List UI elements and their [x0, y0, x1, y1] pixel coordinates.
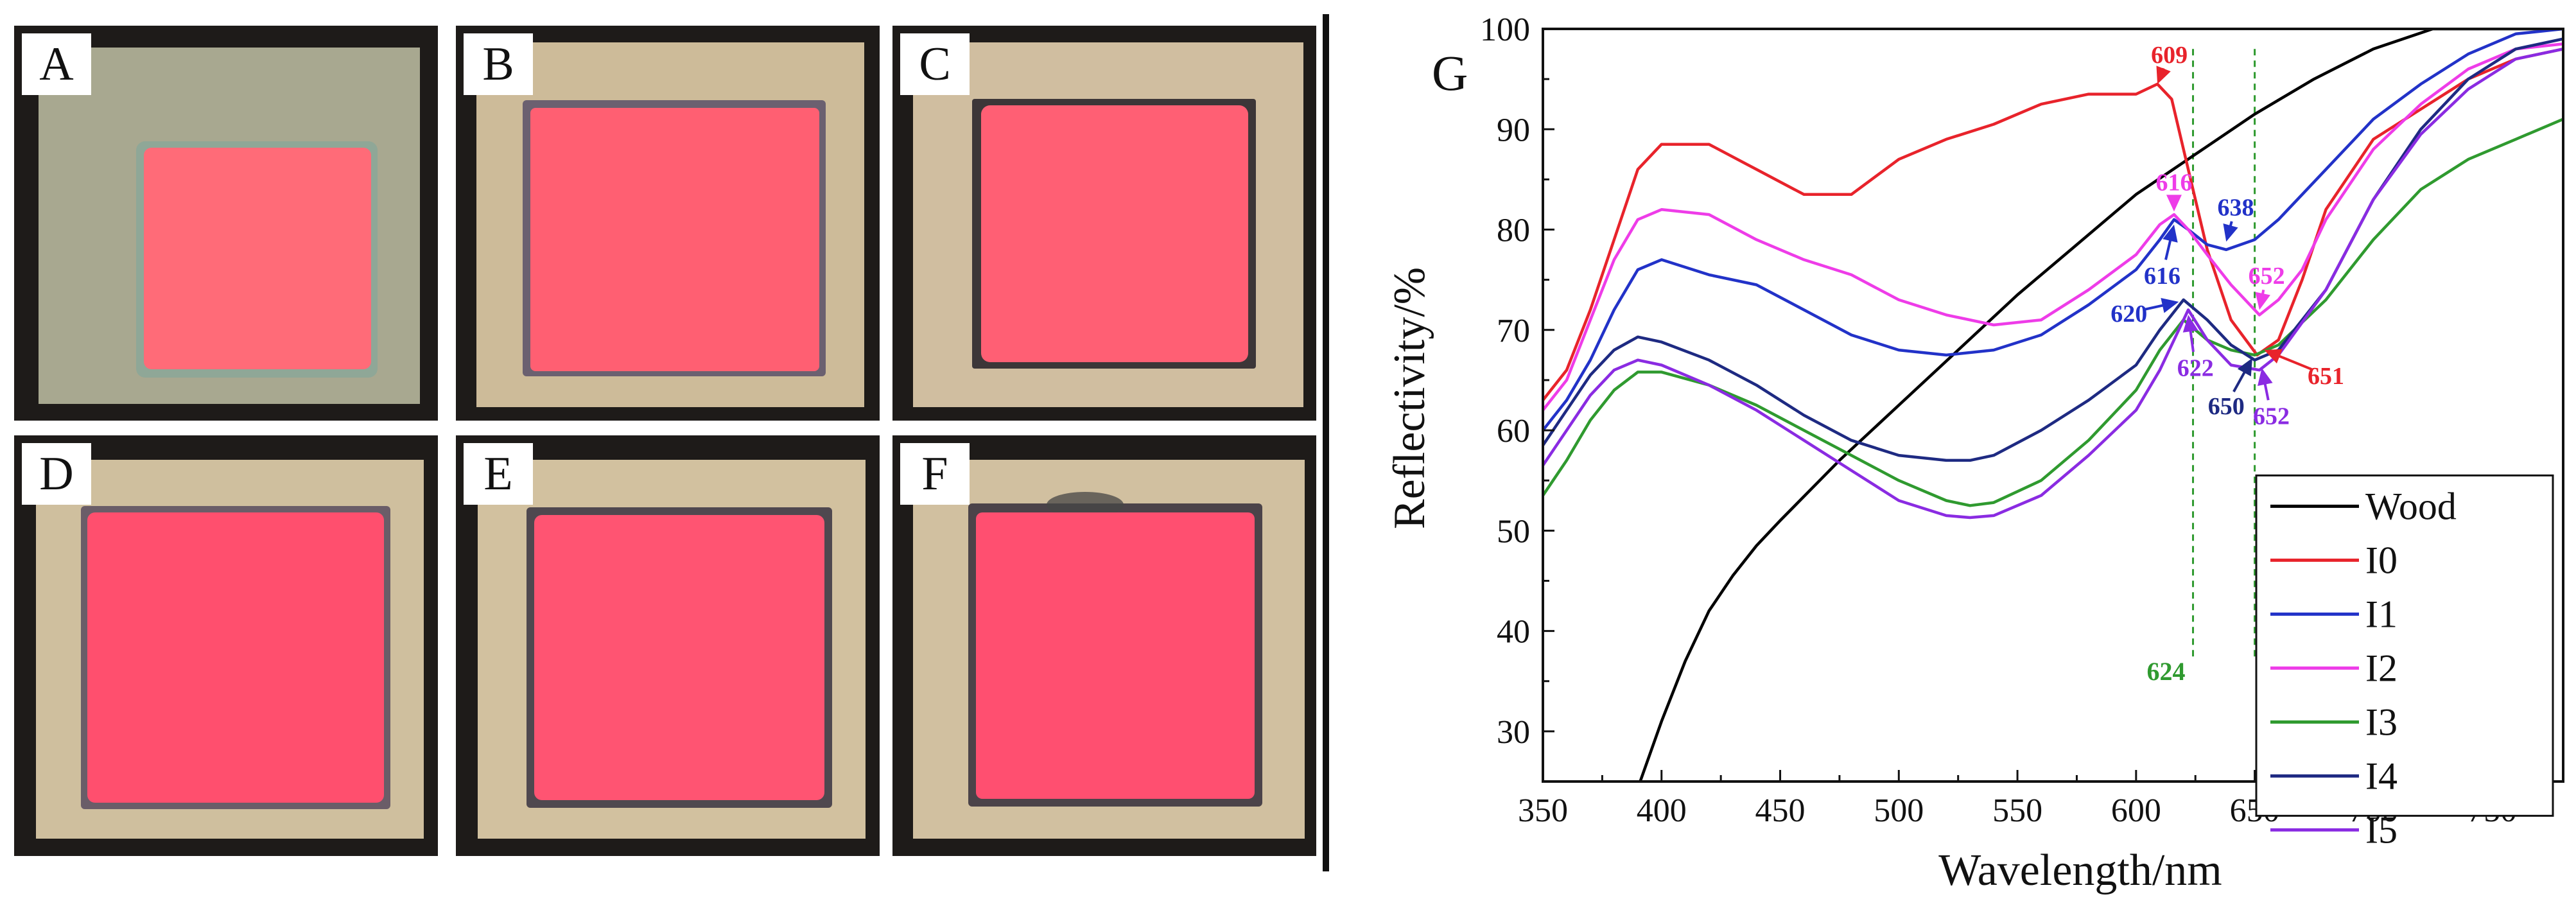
- panel-label-e: E: [464, 443, 533, 505]
- panel-label-b: B: [464, 33, 533, 95]
- legend-label-i2: I2: [2365, 647, 2398, 689]
- coating-square: [87, 512, 384, 803]
- y-tick-label: 100: [1480, 12, 1530, 48]
- x-tick-label: 550: [1992, 792, 2042, 829]
- plot-frame: [1542, 28, 2564, 783]
- legend-box: [2255, 474, 2554, 817]
- panel-label-c: C: [900, 33, 970, 95]
- annotation-arrowhead: [2166, 195, 2182, 212]
- y-axis-label: Reflectivity/%: [1385, 267, 1434, 529]
- reference-label-624: 624: [2147, 657, 2186, 686]
- legend-label-i4: I4: [2365, 755, 2398, 797]
- annotation-arrowhead: [2161, 297, 2179, 313]
- photo-panel-a: A: [14, 26, 438, 421]
- series-line-i2: [1543, 42, 2563, 412]
- coating-square: [976, 512, 1255, 799]
- y-tick-label: 80: [1497, 213, 1530, 249]
- annotation-arrowhead: [2223, 223, 2238, 242]
- y-tick-label: 40: [1497, 614, 1530, 651]
- annotation-label: 650: [2208, 393, 2245, 420]
- photo-panel-c: C: [892, 26, 1316, 421]
- legend-label-i5: I5: [2365, 808, 2398, 851]
- annotation-arrowhead: [2182, 315, 2198, 333]
- annotation-label: 652: [2249, 263, 2285, 290]
- coating-square: [530, 108, 819, 371]
- annotation-arrowhead: [2258, 368, 2273, 387]
- annotation-label: 616: [2144, 263, 2180, 290]
- annotation-label: 652: [2253, 403, 2290, 430]
- legend-label-i1: I1: [2365, 593, 2398, 635]
- coating-square: [144, 148, 371, 369]
- x-tick-label: 600: [2111, 792, 2161, 829]
- x-tick-label: 500: [1874, 792, 1924, 829]
- annotation-arrowhead: [2163, 224, 2178, 243]
- annotation-arrowhead: [2255, 292, 2270, 310]
- panel-label-f: F: [900, 443, 970, 505]
- x-tick-label: 450: [1755, 792, 1806, 829]
- annotation-label: 638: [2218, 195, 2254, 222]
- legend-label-wood: Wood: [2365, 485, 2457, 527]
- x-tick-label: 350: [1518, 792, 1568, 829]
- panel-divider: [1323, 14, 1329, 871]
- x-tick-label: 400: [1637, 792, 1687, 829]
- legend: Wood I0 I1 I2 I3 I4 I5: [2255, 474, 2554, 851]
- x-axis-label: Wavelength/nm: [1938, 846, 2222, 895]
- series-line-i1: [1543, 29, 2563, 432]
- photo-panel-b: B: [456, 26, 880, 421]
- panel-label-d: D: [22, 443, 91, 505]
- annotation-label: 622: [2177, 355, 2214, 382]
- coating-square: [534, 515, 824, 800]
- annotation-label: 616: [2155, 170, 2192, 197]
- annotation-label: 609: [2151, 42, 2188, 69]
- y-tick-label: 30: [1497, 714, 1530, 751]
- annotation-arrowhead: [2237, 358, 2252, 377]
- reflectivity-chart: G 624650 3504004505005506006507007503040…: [1385, 12, 2564, 895]
- panel-label-g: G: [1432, 45, 1468, 101]
- coating-square: [981, 105, 1248, 362]
- annotation-label: 620: [2110, 301, 2147, 328]
- panel-label-a: A: [22, 33, 91, 95]
- y-tick-label: 70: [1497, 313, 1530, 349]
- photo-panel-f: F: [892, 435, 1316, 856]
- series-line-i3: [1543, 118, 2563, 507]
- y-tick-label: 50: [1497, 513, 1530, 550]
- y-tick-label: 90: [1497, 112, 1530, 148]
- y-tick-label: 60: [1497, 413, 1530, 450]
- annotation-label: 651: [2308, 363, 2344, 390]
- series-line-i5: [1543, 48, 2563, 520]
- photo-panel-d: D: [14, 435, 438, 856]
- legend-label-i0: I0: [2365, 539, 2398, 581]
- series-line-i0: [1543, 48, 2563, 401]
- annotation-arrowhead: [2156, 66, 2171, 84]
- photo-panel-e: E: [456, 435, 880, 856]
- legend-label-i3: I3: [2365, 701, 2398, 743]
- annotation-arrowhead: [2264, 349, 2283, 363]
